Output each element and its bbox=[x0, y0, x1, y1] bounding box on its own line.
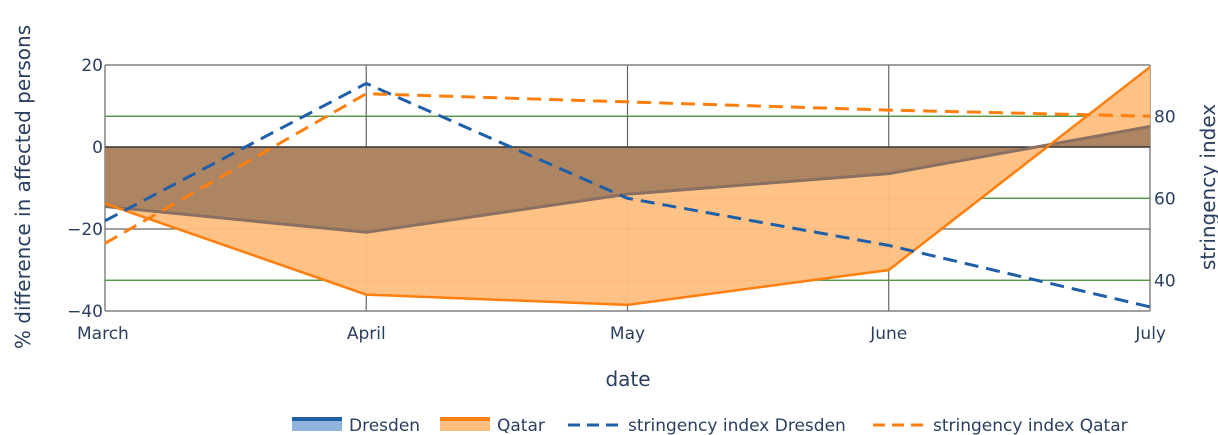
y2-axis-title: stringency index bbox=[1196, 104, 1218, 270]
x-tick-label: March bbox=[77, 324, 129, 344]
y-tick-label: 0 bbox=[92, 138, 103, 158]
x-axis-title: date bbox=[605, 367, 650, 391]
legend-swatch-dresden bbox=[292, 419, 342, 431]
y2-tick-label: 80 bbox=[1154, 107, 1176, 127]
legend-item-stringency-dresden[interactable]: stringency index Dresden bbox=[568, 416, 846, 435]
line-layer bbox=[104, 66, 1151, 309]
legend-label-dresden: Dresden bbox=[349, 416, 420, 435]
line-qatar bbox=[104, 66, 1151, 307]
y-tick-label: −40 bbox=[67, 302, 103, 322]
legend-item-stringency-qatar[interactable]: stringency index Qatar bbox=[873, 416, 1128, 435]
area-dresden bbox=[105, 126, 1150, 233]
line-dresden bbox=[104, 125, 1151, 234]
x-tick-label: June bbox=[869, 324, 907, 344]
legend: Dresden Qatar stringency index Dresden s… bbox=[292, 416, 1128, 435]
x-tick-label: May bbox=[610, 324, 645, 344]
y-tick-label: 20 bbox=[81, 56, 103, 76]
tick-labels: March April May June July 20 0 −20 −40 80 60 40 bbox=[67, 56, 1176, 344]
line-stringency-dresden bbox=[104, 81, 1151, 309]
legend-swatch-qatar bbox=[440, 419, 490, 431]
legend-label-stringency-qatar: stringency index Qatar bbox=[933, 416, 1128, 435]
legend-item-dresden[interactable]: Dresden bbox=[292, 416, 420, 435]
y-axis-title: % difference in affected persons bbox=[11, 25, 35, 349]
legend-label-stringency-dresden: stringency index Dresden bbox=[628, 416, 846, 435]
y2-tick-label: 40 bbox=[1154, 271, 1176, 291]
x-tick-label: April bbox=[347, 324, 386, 344]
y-tick-label: −20 bbox=[67, 220, 103, 240]
x-tick-label: July bbox=[1134, 324, 1166, 344]
legend-item-qatar[interactable]: Qatar bbox=[440, 416, 545, 435]
line-stringency-qatar bbox=[104, 92, 1151, 245]
y2-tick-label: 60 bbox=[1154, 189, 1176, 209]
legend-label-qatar: Qatar bbox=[497, 416, 545, 435]
